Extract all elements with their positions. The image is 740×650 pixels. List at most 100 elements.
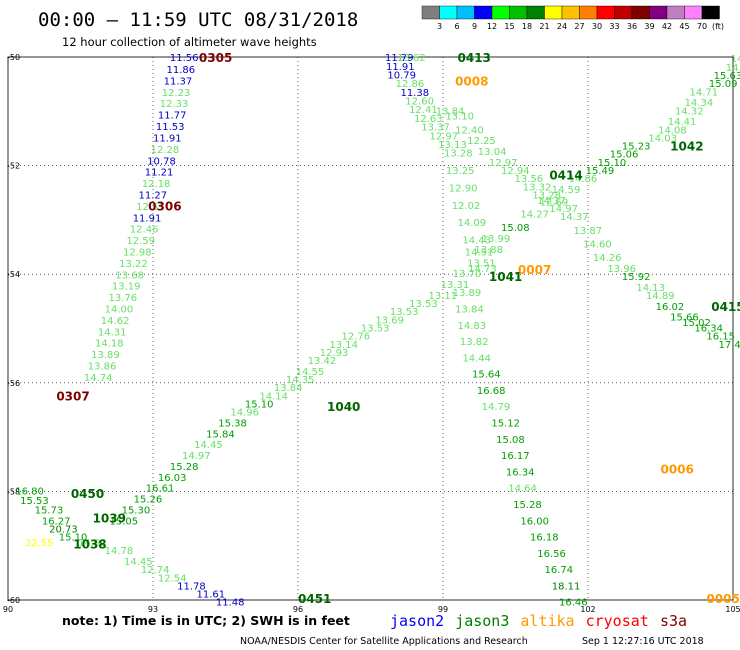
swh-value: 12.18	[142, 179, 171, 190]
swh-value: 14.08	[658, 125, 687, 136]
swh-value: 13.19	[112, 282, 141, 293]
swh-value: 16.34	[694, 324, 723, 335]
swh-value: 13.28	[444, 149, 473, 160]
swh-value: 12.63	[414, 114, 443, 125]
swh-value: 12.59	[126, 236, 155, 247]
swh-value: 16.02	[656, 302, 685, 313]
swh-value: 18.11	[552, 581, 581, 592]
y-tick-label: -52	[7, 162, 20, 171]
pass-time-label: 1040	[327, 400, 360, 414]
y-tick-label: -50	[7, 53, 20, 62]
pass-time-label: 0415	[711, 300, 740, 314]
colorbar-swatch	[596, 5, 615, 20]
swh-value: 12.23	[162, 88, 191, 99]
swh-value: 13.70	[453, 269, 482, 280]
colorbar-swatch	[421, 5, 440, 20]
plot-area: 90 93 96 99 102 105-50-52-54-56-58-60 11.5611…	[3, 51, 740, 614]
swh-value: 14.64	[508, 484, 537, 495]
swh-value: 13.13	[438, 140, 467, 151]
swh-value: 14.32	[675, 106, 704, 117]
colorbar-swatch	[509, 5, 528, 20]
swh-value: 15.06	[610, 150, 639, 161]
colorbar-tick-label: 70	[697, 22, 707, 31]
swh-value: 13.11	[429, 291, 458, 302]
swh-value: 15.10	[245, 400, 274, 411]
swh-value: 16.18	[530, 533, 559, 544]
swh-value: 13.32	[523, 182, 552, 193]
swh-value: 14.59	[552, 185, 581, 196]
swh-value: 16.46	[559, 598, 588, 609]
colorbar-swatch	[649, 5, 668, 20]
swh-value: 11.56	[170, 53, 199, 64]
colorbar-swatch	[614, 5, 633, 20]
swh-value: 14.86	[569, 174, 598, 185]
colorbar-tick-label: 33	[609, 22, 619, 31]
y-tick-label: -58	[7, 487, 20, 496]
swh-value: 10.78	[147, 156, 176, 167]
pass-time-label: 0305	[199, 51, 232, 65]
pass-time-label: 0450	[71, 487, 104, 501]
swh-value: 13.53	[409, 299, 438, 310]
swh-value: 13.69	[375, 315, 404, 326]
swh-value: 13.25	[446, 166, 475, 177]
colorbar-tick-label: 36	[627, 22, 637, 31]
swh-value: 12.54	[158, 573, 187, 584]
y-tick-label: -60	[7, 596, 20, 605]
swh-value: 14.45	[124, 557, 153, 568]
pass-time-label: 0451	[298, 592, 331, 606]
swh-value: 13.28	[532, 190, 561, 201]
swh-value: 11.21	[145, 168, 174, 179]
swh-value: 14.18	[95, 339, 124, 350]
swh-value: 16.03	[158, 473, 187, 484]
swh-value: 13.89	[91, 350, 120, 361]
swh-value: 15.84	[206, 429, 235, 440]
swh-value: 12.02	[452, 201, 481, 212]
swh-value: 11.53	[156, 122, 185, 133]
swh-value: 11.91	[386, 62, 415, 73]
colorbar-tick-label: 39	[644, 22, 654, 31]
swh-value: 16.17	[501, 451, 530, 462]
swh-value: 14.03	[648, 133, 677, 144]
swh-value: 16.61	[146, 484, 175, 495]
mission-legend-s3a: s3a	[660, 612, 687, 630]
colorbar-tick-label: 9	[472, 22, 477, 31]
swh-value: 14.60	[583, 239, 612, 250]
chart-title: 00:00 – 11:59 UTC 08/31/2018	[38, 9, 358, 31]
swh-value: 13.89	[453, 288, 482, 299]
swh-value: 12.69	[540, 198, 569, 209]
pass-time-label: 0007	[518, 263, 551, 277]
unit-label: (ft)	[712, 22, 724, 31]
swh-value: 14.26	[593, 253, 622, 264]
swh-value: 14.37	[560, 212, 589, 223]
swh-value: 15.26	[134, 495, 163, 506]
swh-value: 13.10	[445, 112, 474, 123]
pass-time-label: 0413	[458, 51, 491, 65]
swh-value: 14.74	[84, 373, 113, 384]
swh-value: 15.09	[709, 79, 738, 90]
swh-value: 13.76	[109, 293, 138, 304]
swh-value: 14.85	[726, 63, 740, 74]
swh-value: 14.31	[98, 327, 127, 338]
swh-value: 12.46	[130, 225, 159, 236]
swh-value: 14.00	[105, 304, 134, 315]
swh-value: 14.37	[537, 196, 566, 207]
swh-value: 16.80	[15, 486, 44, 497]
swh-value: 13.87	[574, 226, 603, 237]
swh-value: 14.44	[462, 353, 491, 364]
swh-value: 14.79	[482, 402, 511, 413]
colorbar-swatch	[701, 5, 720, 20]
colorbar-swatch	[474, 5, 493, 20]
swh-value: 15.05	[110, 516, 139, 527]
swh-value: 22.55	[25, 538, 54, 549]
colorbar-swatch	[631, 5, 650, 20]
swh-value: 11.86	[167, 65, 196, 76]
swh-value: 12.97	[429, 131, 458, 142]
swh-value: 13.51	[467, 258, 496, 269]
swh-value: 14.92	[78, 538, 107, 549]
swh-value: 14.97	[549, 204, 578, 215]
swh-value: 15.64	[472, 370, 501, 381]
swh-value: 12.97	[489, 158, 518, 169]
pass-time-label: 1042	[670, 140, 703, 154]
